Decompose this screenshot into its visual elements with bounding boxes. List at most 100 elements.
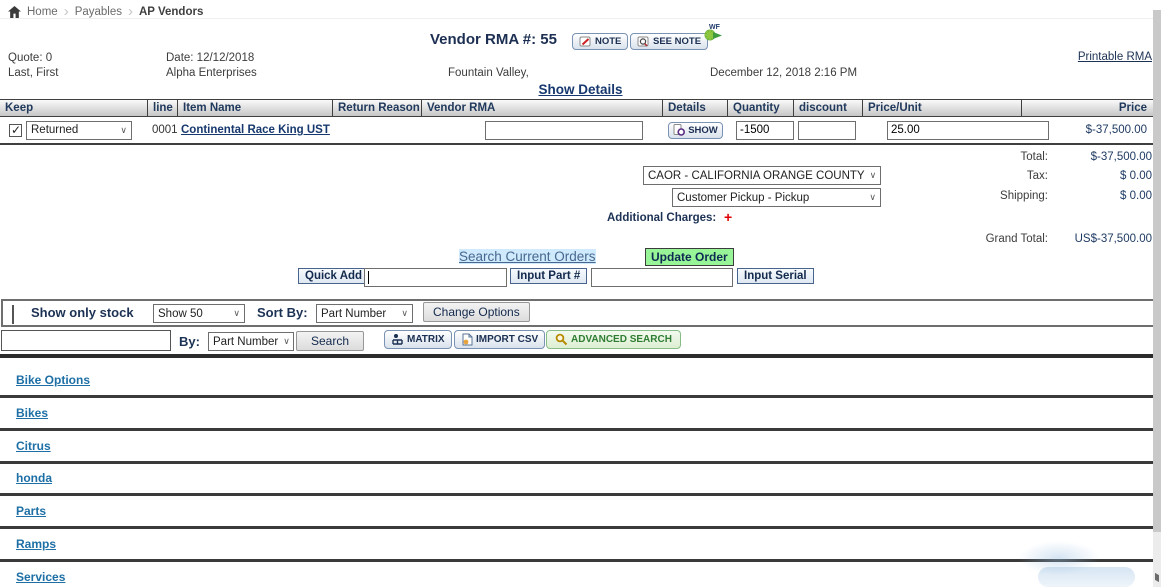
see-note-button-label: SEE NOTE <box>653 36 702 47</box>
show-magnifier-icon <box>673 124 686 136</box>
total-label: Total: <box>1020 151 1049 163</box>
note-icon <box>579 36 592 48</box>
show-count-select[interactable]: Show 50 <box>153 304 245 323</box>
vertical-scrollbar[interactable] <box>1153 10 1161 532</box>
col-price-unit: Price/Unit <box>863 100 1022 116</box>
printable-rma-link[interactable]: Printable RMA <box>1077 51 1152 63</box>
col-price: Price <box>1118 102 1147 114</box>
line-number: 0001 <box>152 124 178 136</box>
matrix-button[interactable]: MATRIX <box>384 330 452 349</box>
quantity-input[interactable] <box>736 120 794 140</box>
col-item-name: Item Name <box>178 100 333 116</box>
category-separator <box>0 461 1153 464</box>
quick-add-serial-input[interactable] <box>591 268 733 287</box>
input-serial-button[interactable]: Input Serial <box>737 268 814 284</box>
quick-add-part-input[interactable] <box>364 268 507 287</box>
wf-badge-text: WF <box>709 24 721 31</box>
discount-input[interactable] <box>798 120 856 140</box>
import-csv-button[interactable]: IMPORT CSV <box>454 330 546 349</box>
watermark-logo-bar <box>1038 567 1135 587</box>
see-note-button[interactable]: SEE NOTE <box>630 33 709 50</box>
sort-by-value: Part Number <box>321 307 387 320</box>
input-part-button[interactable]: Input Part # <box>510 268 588 284</box>
category-link-ramps[interactable]: Ramps <box>16 537 57 551</box>
category-link-bikes[interactable]: Bikes <box>16 406 49 420</box>
show-details-button[interactable]: SHOW <box>668 121 723 139</box>
import-csv-button-label: IMPORT CSV <box>476 334 539 345</box>
category-separator <box>0 559 1153 562</box>
show-only-stock-checkbox[interactable] <box>12 305 14 324</box>
customer-name: Last, First <box>8 67 59 79</box>
sort-by-select[interactable]: Part Number <box>316 304 413 323</box>
col-return-reason: Return Reason <box>333 100 422 116</box>
advanced-search-button-label: ADVANCED SEARCH <box>571 334 672 345</box>
shipping-method-select[interactable]: Customer Pickup - Pickup <box>672 188 881 207</box>
category-link-services[interactable]: Services <box>16 570 66 584</box>
show-button-label: SHOW <box>688 124 718 136</box>
category-link-parts[interactable]: Parts <box>16 504 47 518</box>
additional-charges-label: Additional Charges: <box>607 212 717 224</box>
items-table-bottom-border <box>0 143 1153 145</box>
matrix-button-label: MATRIX <box>407 334 445 345</box>
breadcrumb-current: AP Vendors <box>139 5 204 18</box>
category-separator <box>0 395 1153 398</box>
shipping-label: Shipping: <box>1000 190 1048 202</box>
search-by-value: Part Number <box>213 335 279 348</box>
breadcrumb-payables[interactable]: Payables <box>74 5 122 18</box>
stock-options-panel: Show only stock Show 50 Sort By: Part Nu… <box>1 299 1157 327</box>
show-count-value: Show 50 <box>158 307 203 320</box>
home-icon[interactable] <box>8 5 21 18</box>
add-charge-icon[interactable]: + <box>724 209 733 225</box>
by-label: By: <box>179 334 200 349</box>
show-only-stock-label: Show only stock <box>31 305 134 320</box>
city-label: Fountain Valley, <box>448 67 529 79</box>
breadcrumb-home[interactable]: Home <box>27 5 58 18</box>
shipping-value: $ 0.00 <box>1120 190 1152 202</box>
text-caret <box>368 271 369 284</box>
line-price: $-37,500.00 <box>1085 124 1147 136</box>
update-order-button[interactable]: Update Order <box>645 248 734 266</box>
note-button[interactable]: NOTE <box>572 33 629 50</box>
items-table: Keep line Item Name Return Reason Vendor… <box>0 99 1153 145</box>
see-note-icon <box>637 36 650 48</box>
category-link-bike-options[interactable]: Bike Options <box>16 373 91 387</box>
search-current-orders-link[interactable]: Search Current Orders <box>459 249 596 264</box>
grand-total-label: Grand Total: <box>985 233 1048 245</box>
advanced-search-magnifier-icon <box>555 333 568 346</box>
search-button[interactable]: Search <box>296 331 365 351</box>
sort-by-label: Sort By: <box>257 305 308 320</box>
quick-add-button[interactable]: Quick Add <box>298 268 370 284</box>
cursor-artifact <box>1155 572 1159 583</box>
breadcrumb-divider <box>0 18 1161 19</box>
category-link-citrus[interactable]: Citrus <box>16 439 51 453</box>
col-line: line <box>148 100 178 116</box>
show-details-link[interactable]: Show Details <box>538 82 623 97</box>
col-vendor-rma: Vendor RMA <box>422 100 663 116</box>
tax-label: Tax: <box>1026 170 1048 182</box>
item-name-link[interactable]: Continental Race King UST <box>181 124 330 136</box>
grand-total-value: US$-37,500.00 <box>1074 233 1152 245</box>
vendor-rma-input[interactable] <box>485 120 643 140</box>
category-link-honda[interactable]: honda <box>16 471 52 485</box>
workflow-icon[interactable]: WF <box>701 22 725 49</box>
datetime-label: December 12, 2018 2:16 PM <box>710 67 858 79</box>
tax-region-select[interactable]: CAOR - CALIFORNIA ORANGE COUNTY <box>643 166 881 185</box>
category-separator <box>0 526 1153 529</box>
advanced-search-button[interactable]: ADVANCED SEARCH <box>546 330 681 349</box>
price-unit-input[interactable] <box>887 120 1049 140</box>
company-name: Alpha Enterprises <box>166 67 257 79</box>
matrix-icon <box>391 333 404 346</box>
col-keep: Keep <box>0 100 148 116</box>
quote-label: Quote: 0 <box>8 52 53 64</box>
change-options-button[interactable]: Change Options <box>423 302 530 322</box>
watermark-logo <box>1018 541 1100 575</box>
catalog-search-input[interactable] <box>1 330 171 351</box>
vertical-scrollbar-track[interactable] <box>1153 532 1161 587</box>
search-by-select[interactable]: Part Number <box>208 332 294 351</box>
keep-status-select[interactable]: Returned <box>26 120 132 140</box>
col-discount: discount <box>794 100 863 116</box>
keep-checkbox[interactable] <box>9 123 22 137</box>
panel-bottom-bar <box>0 354 1158 358</box>
tax-value: $ 0.00 <box>1120 170 1152 182</box>
